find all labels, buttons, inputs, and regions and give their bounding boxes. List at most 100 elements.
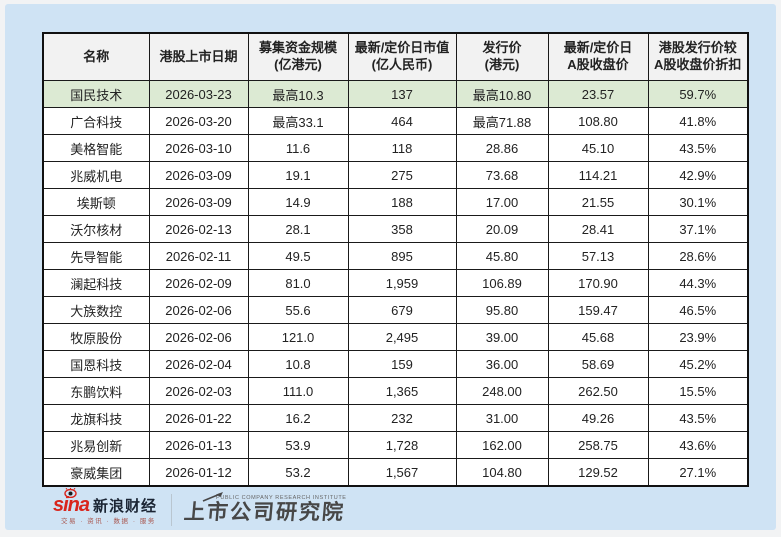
- brand-tagline: 交易 · 资讯 · 数据 · 服务: [61, 517, 156, 525]
- table-cell: 53.2: [247, 458, 349, 487]
- table-cell: 2026-02-09: [148, 269, 249, 297]
- table-cell: 41.8%: [647, 107, 749, 135]
- column-header: 最新/定价日市值 (亿人民币): [347, 32, 457, 81]
- table-cell: 兆易创新: [42, 431, 150, 459]
- institute-name: 上市公司研究院: [183, 501, 347, 525]
- research-institute-logo: PUBLIC COMPANY RESEARCH INSTITUTE 上市公司研究…: [183, 491, 347, 525]
- table-cell: 东鹏饮料: [42, 377, 150, 405]
- table-body: 国民技术 2026-03-23 最高10.3 137 最高10.80 23.57 59.7%…: [42, 80, 749, 487]
- table-row: 先导智能 2026-02-11 49.5 895 45.80 57.13 28.6%: [42, 242, 749, 270]
- table-row: 龙旗科技 2026-01-22 16.2 232 31.00 49.26 43.5%: [42, 404, 749, 432]
- column-header: 发行价 (港元): [455, 32, 549, 81]
- table-cell: 2026-02-03: [148, 377, 249, 405]
- table-cell: 104.80: [455, 458, 549, 487]
- table-cell: 159: [347, 350, 457, 378]
- sina-wordmark: sina: [53, 487, 90, 515]
- table-cell: 19.1: [247, 161, 349, 189]
- table-cell: 43.5%: [647, 404, 749, 432]
- table-cell: 15.5%: [647, 377, 749, 405]
- table-row: 埃斯顿 2026-03-09 14.9 188 17.00 21.55 30.1%: [42, 188, 749, 216]
- table-row: 沃尔核材 2026-02-13 28.1 358 20.09 28.41 37.1%: [42, 215, 749, 243]
- table-cell: 44.3%: [647, 269, 749, 297]
- table-cell: 45.2%: [647, 350, 749, 378]
- table-cell: 58.69: [547, 350, 649, 378]
- table-cell: 最高10.80: [455, 80, 549, 108]
- table-cell: 46.5%: [647, 296, 749, 324]
- table-cell: 先导智能: [42, 242, 150, 270]
- table-cell: 55.6: [247, 296, 349, 324]
- page-panel: 名称 港股上市日期 募集资金规模 (亿港元) 最新/定价日市值 (亿人民币) 发行价 (港元)…: [5, 4, 776, 530]
- table-cell: 兆威机电: [42, 161, 150, 189]
- table-cell: 国恩科技: [42, 350, 150, 378]
- table-cell: 广合科技: [42, 107, 150, 135]
- table-cell: 111.0: [247, 377, 349, 405]
- table-cell: 45.68: [547, 323, 649, 351]
- table-cell: 121.0: [247, 323, 349, 351]
- table-cell: 31.00: [455, 404, 549, 432]
- table-cell: 2026-02-11: [148, 242, 249, 270]
- table-cell: 23.57: [547, 80, 649, 108]
- table-cell: 28.1: [247, 215, 349, 243]
- sina-logo-row: sina 新浪财经: [53, 487, 158, 516]
- table-cell: 大族数控: [42, 296, 150, 324]
- logo-divider: [171, 494, 173, 526]
- table-cell: 2026-03-09: [148, 188, 249, 216]
- table-cell: 129.52: [547, 458, 649, 487]
- table-cell: 73.68: [455, 161, 549, 189]
- table-cell: 澜起科技: [42, 269, 150, 297]
- table-row: 美格智能 2026-03-10 11.6 118 28.86 45.10 43.5%: [42, 134, 749, 162]
- table-cell: 沃尔核材: [42, 215, 150, 243]
- table-row: 国恩科技 2026-02-04 10.8 159 36.00 58.69 45.2%: [42, 350, 749, 378]
- brand-name: 新浪财经: [93, 497, 158, 515]
- table-cell: 42.9%: [647, 161, 749, 189]
- ipo-discount-table: 名称 港股上市日期 募集资金规模 (亿港元) 最新/定价日市值 (亿人民币) 发行价 (港元)…: [42, 32, 749, 487]
- table-cell: 龙旗科技: [42, 404, 150, 432]
- column-header: 募集资金规模 (亿港元): [247, 32, 349, 81]
- table-cell: 258.75: [547, 431, 649, 459]
- table-cell: 43.6%: [647, 431, 749, 459]
- table-cell: 262.50: [547, 377, 649, 405]
- table-cell: 国民技术: [42, 80, 150, 108]
- table-cell: 114.21: [547, 161, 649, 189]
- table-cell: 2026-03-10: [148, 134, 249, 162]
- sina-finance-logo: sina 新浪财经 交易 · 资讯 · 数据 · 服务: [53, 487, 158, 526]
- arrow-icon: [202, 491, 224, 502]
- column-header: 港股上市日期: [148, 32, 249, 81]
- table-cell: 2026-02-06: [148, 323, 249, 351]
- table-cell: 11.6: [247, 134, 349, 162]
- table-cell: 28.6%: [647, 242, 749, 270]
- table-cell: 1,567: [347, 458, 457, 487]
- table-cell: 1,365: [347, 377, 457, 405]
- table-cell: 2,495: [347, 323, 457, 351]
- table-row: 牧原股份 2026-02-06 121.0 2,495 39.00 45.68 23.9%: [42, 323, 749, 351]
- table-cell: 81.0: [247, 269, 349, 297]
- table-cell: 14.9: [247, 188, 349, 216]
- table-cell: 36.00: [455, 350, 549, 378]
- table-row: 广合科技 2026-03-20 最高33.1 464 最高71.88 108.80 41.8…: [42, 107, 749, 135]
- table-cell: 464: [347, 107, 457, 135]
- institute-caption: PUBLIC COMPANY RESEARCH INSTITUTE: [216, 494, 347, 501]
- table-row: 大族数控 2026-02-06 55.6 679 95.80 159.47 46.5%: [42, 296, 749, 324]
- table-cell: 2026-03-09: [148, 161, 249, 189]
- column-header: 名称: [42, 32, 150, 81]
- table-cell: 28.41: [547, 215, 649, 243]
- table-cell: 275: [347, 161, 457, 189]
- table-container: 名称 港股上市日期 募集资金规模 (亿港元) 最新/定价日市值 (亿人民币) 发行价 (港元)…: [42, 32, 749, 487]
- header-row: 名称 港股上市日期 募集资金规模 (亿港元) 最新/定价日市值 (亿人民币) 发行价 (港元)…: [42, 32, 749, 81]
- table-cell: 118: [347, 134, 457, 162]
- table-cell: 牧原股份: [42, 323, 150, 351]
- table-cell: 45.80: [455, 242, 549, 270]
- table-cell: 248.00: [455, 377, 549, 405]
- table-cell: 21.55: [547, 188, 649, 216]
- sina-eye-icon: [64, 487, 77, 498]
- table-cell: 最高33.1: [247, 107, 349, 135]
- table-cell: 20.09: [455, 215, 549, 243]
- table-cell: 895: [347, 242, 457, 270]
- table-cell: 95.80: [455, 296, 549, 324]
- table-cell: 豪威集团: [42, 458, 150, 487]
- table-cell: 最高71.88: [455, 107, 549, 135]
- table-cell: 埃斯顿: [42, 188, 150, 216]
- table-cell: 53.9: [247, 431, 349, 459]
- table-row: 国民技术 2026-03-23 最高10.3 137 最高10.80 23.57 59.7%: [42, 80, 749, 108]
- table-cell: 2026-03-20: [148, 107, 249, 135]
